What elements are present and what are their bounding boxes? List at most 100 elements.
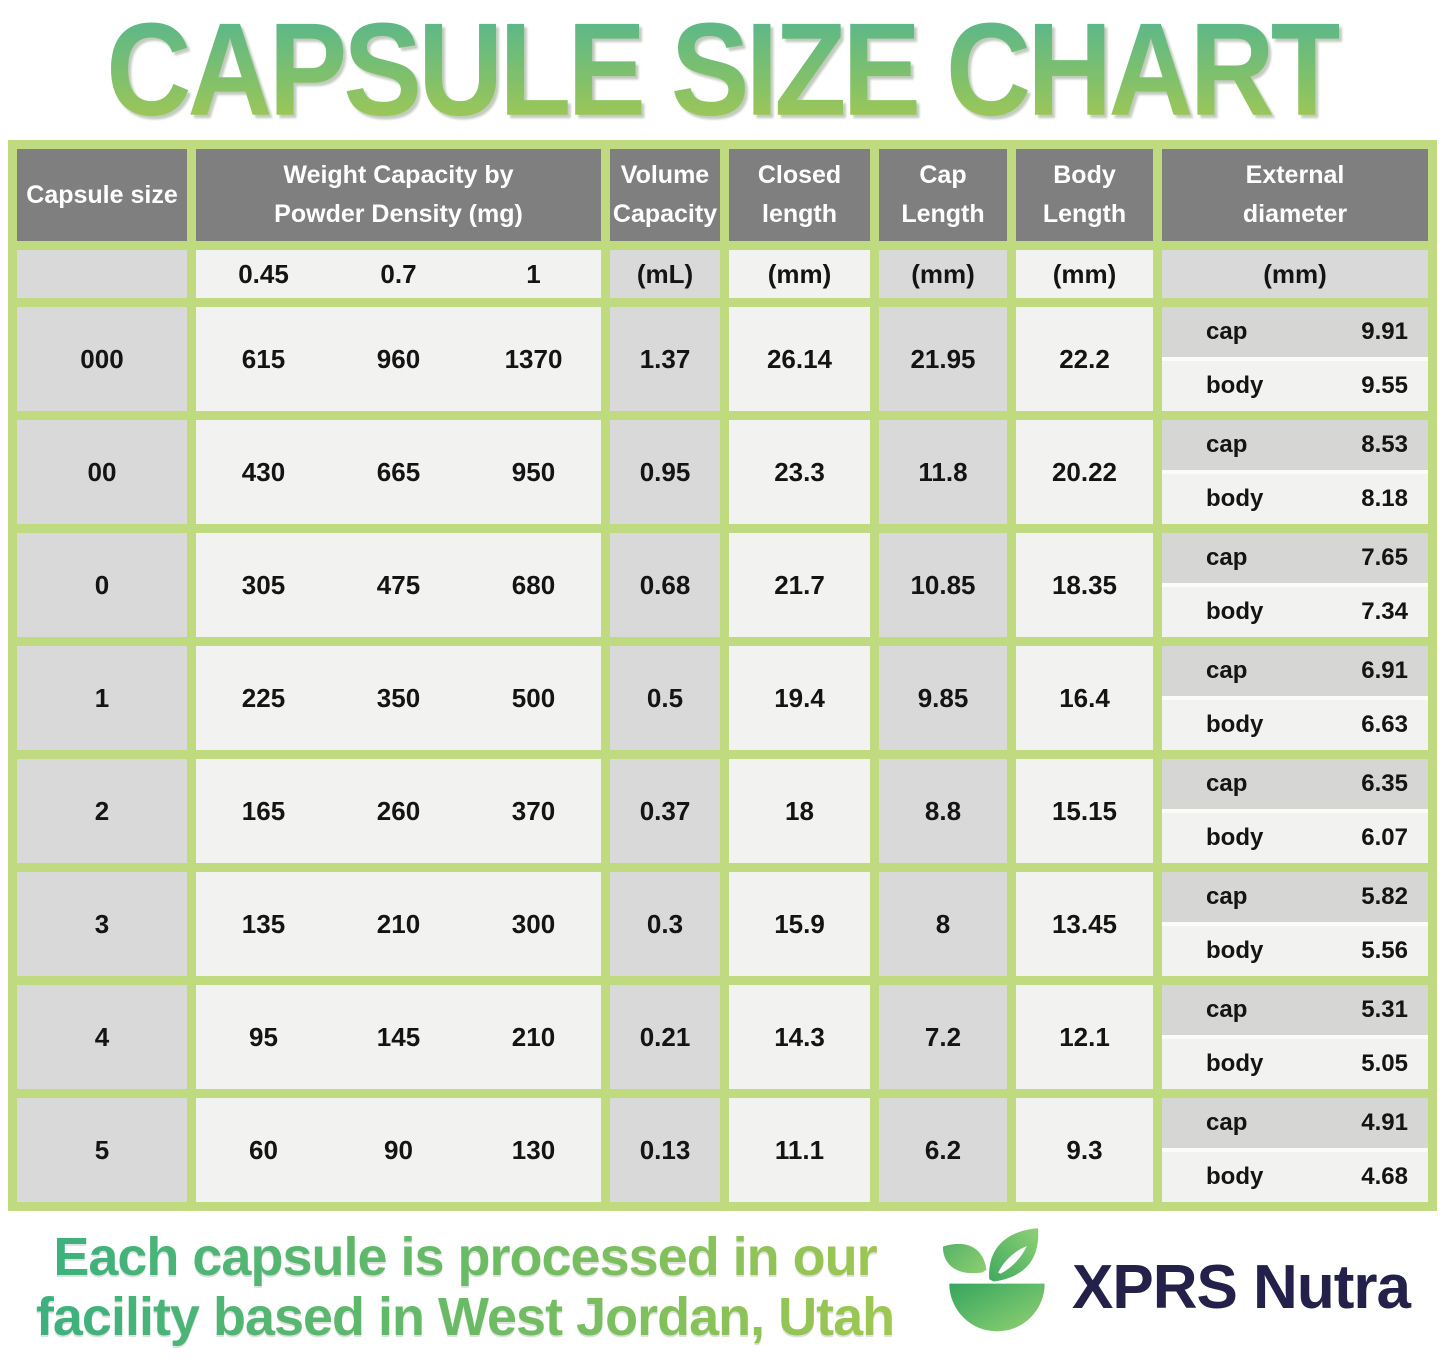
external-cap-value: 4.91 <box>1361 1109 1408 1136</box>
weight-capacity-cell: 430 665 950 <box>196 420 601 524</box>
header-cap-length: Cap Length <box>879 149 1007 241</box>
closed-length-cell: 18 <box>729 759 870 863</box>
external-body-label: body <box>1206 598 1264 625</box>
weight-value-density-1: 950 <box>511 456 556 487</box>
external-body-row: body 9.55 <box>1162 361 1428 411</box>
units-density-045: 0.45 <box>238 258 289 289</box>
header-closed-line1: Closed <box>757 161 842 190</box>
header-volume-line2: Capacity <box>612 200 718 228</box>
external-cap-row: cap 5.31 <box>1162 985 1428 1035</box>
cap-length-cell: 7.2 <box>879 985 1007 1089</box>
external-body-value: 6.63 <box>1361 711 1408 738</box>
header-weight-line2: Powder Density (mg) <box>274 200 523 228</box>
body-length-cell: 22.2 <box>1016 307 1153 411</box>
body-length-cell: 12.1 <box>1016 985 1153 1089</box>
capsule-size-cell: 2 <box>17 759 187 863</box>
closed-length-cell: 26.14 <box>729 307 870 411</box>
weight-value-density-1: 300 <box>511 908 556 939</box>
volume-capacity-cell: 0.13 <box>610 1098 720 1202</box>
external-row-divider <box>1162 809 1428 813</box>
capsule-size-cell: 5 <box>17 1098 187 1202</box>
units-empty-cell <box>17 250 187 298</box>
closed-length-cell: 15.9 <box>729 872 870 976</box>
mortar-leaf-logo-icon <box>942 1228 1045 1332</box>
external-cap-row: cap 7.65 <box>1162 533 1428 583</box>
external-cap-label: cap <box>1206 770 1248 797</box>
weight-capacity-cell: 225 350 500 <box>196 646 601 750</box>
external-diameter-cell: cap 4.91 body 4.68 <box>1162 1098 1428 1202</box>
weight-value-density-07: 350 <box>376 682 421 713</box>
external-cap-value: 5.31 <box>1361 996 1408 1023</box>
header-volume-capacity: Volume Capacity <box>610 149 720 241</box>
external-cap-label: cap <box>1206 883 1248 910</box>
table-row: 3 135 210 300 0.3 15.9 8 13.45 cap 5.82 … <box>17 872 1428 976</box>
header-closed-length: Closed length <box>729 149 870 241</box>
table-row: 1 225 350 500 0.5 19.4 9.85 16.4 cap 6.9… <box>17 646 1428 750</box>
external-body-value: 5.56 <box>1361 937 1408 964</box>
closed-length-cell: 19.4 <box>729 646 870 750</box>
external-body-label: body <box>1206 1050 1264 1077</box>
external-diameter-cell: cap 8.53 body 8.18 <box>1162 420 1428 524</box>
header-external-line2: diameter <box>1242 200 1348 228</box>
weight-value-density-07: 210 <box>376 908 421 939</box>
header-cap-line1: Cap <box>919 161 967 190</box>
volume-capacity-cell: 0.21 <box>610 985 720 1089</box>
table-row: 000 615 960 1370 1.37 26.14 21.95 22.2 c… <box>17 307 1428 411</box>
external-cap-value: 6.91 <box>1361 657 1408 684</box>
header-external-diameter: External diameter <box>1162 149 1428 241</box>
weight-value-density-045: 95 <box>249 1021 278 1052</box>
external-body-row: body 4.68 <box>1162 1152 1428 1202</box>
cap-length-cell: 21.95 <box>879 307 1007 411</box>
weight-capacity-cell: 60 90 130 <box>196 1098 601 1202</box>
weight-value-density-1: 500 <box>511 682 556 713</box>
external-diameter-cell: cap 6.91 body 6.63 <box>1162 646 1428 750</box>
external-body-row: body 5.56 <box>1162 926 1428 976</box>
body-length-cell: 18.35 <box>1016 533 1153 637</box>
volume-capacity-cell: 0.3 <box>610 872 720 976</box>
external-body-row: body 5.05 <box>1162 1039 1428 1089</box>
closed-length-cell: 11.1 <box>729 1098 870 1202</box>
brand-name: XPRS Nutra <box>1072 1252 1411 1322</box>
external-row-divider <box>1162 583 1428 587</box>
external-body-label: body <box>1206 937 1264 964</box>
external-row-divider <box>1162 922 1428 926</box>
external-cap-value: 6.35 <box>1361 770 1408 797</box>
page-title: CAPSULE SIZE CHART <box>106 0 1343 144</box>
header-weight-line1: Weight Capacity by <box>283 161 514 190</box>
external-cap-row: cap 6.91 <box>1162 646 1428 696</box>
external-cap-row: cap 6.35 <box>1162 759 1428 809</box>
external-cap-row: cap 5.82 <box>1162 872 1428 922</box>
header-cap-line2: Length <box>901 200 985 228</box>
brand-logo: XPRS Nutra <box>936 1226 1411 1348</box>
body-length-cell: 20.22 <box>1016 420 1153 524</box>
external-cap-row: cap 9.91 <box>1162 307 1428 357</box>
weight-value-density-1: 370 <box>511 795 556 826</box>
weight-value-density-1: 680 <box>511 569 556 600</box>
external-diameter-cell: cap 6.35 body 6.07 <box>1162 759 1428 863</box>
external-body-row: body 6.07 <box>1162 813 1428 863</box>
closed-length-cell: 23.3 <box>729 420 870 524</box>
header-body-line1: Body <box>1053 161 1116 190</box>
capsule-size-cell: 000 <box>17 307 187 411</box>
closed-length-cell: 21.7 <box>729 533 870 637</box>
table-row: 5 60 90 130 0.13 11.1 6.2 9.3 cap 4.91 b… <box>17 1098 1428 1202</box>
weight-value-density-07: 90 <box>384 1134 413 1165</box>
weight-value-density-045: 615 <box>241 343 286 374</box>
capsule-size-cell: 4 <box>17 985 187 1089</box>
table-row: 0 305 475 680 0.68 21.7 10.85 18.35 cap … <box>17 533 1428 637</box>
units-density-1: 1 <box>526 258 541 289</box>
external-body-label: body <box>1206 372 1264 399</box>
external-body-label: body <box>1206 711 1264 738</box>
cap-length-cell: 11.8 <box>879 420 1007 524</box>
external-diameter-cell: cap 9.91 body 9.55 <box>1162 307 1428 411</box>
weight-capacity-cell: 305 475 680 <box>196 533 601 637</box>
external-row-divider <box>1162 470 1428 474</box>
weight-value-density-07: 475 <box>376 569 421 600</box>
external-body-value: 9.55 <box>1361 372 1408 399</box>
weight-capacity-cell: 135 210 300 <box>196 872 601 976</box>
footer-tagline-line1: Each capsule is processed in our <box>53 1226 877 1287</box>
volume-capacity-cell: 0.37 <box>610 759 720 863</box>
body-length-cell: 15.15 <box>1016 759 1153 863</box>
units-body-cell: (mm) <box>1016 250 1153 298</box>
weight-value-density-07: 260 <box>376 795 421 826</box>
